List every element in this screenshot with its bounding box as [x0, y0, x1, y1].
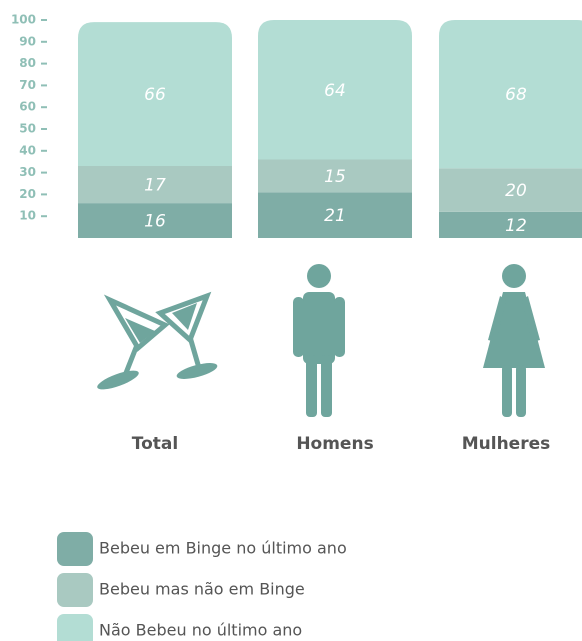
bar-segment: [258, 20, 412, 160]
y-tick-label: 70: [19, 78, 36, 92]
legend-label: Não Bebeu no último ano: [99, 621, 302, 640]
y-tick-label: 10: [19, 209, 36, 223]
legend-swatch: [57, 532, 93, 566]
legend-label: Bebeu mas não em Binge: [99, 580, 305, 599]
value-label: 15: [324, 167, 346, 187]
woman-icon: [483, 264, 545, 417]
category-label: Total: [132, 434, 178, 454]
bar-segment: [258, 192, 412, 238]
value-label: 20: [505, 181, 527, 201]
y-tick-label: 20: [19, 187, 36, 201]
y-tick-label: 90: [19, 34, 36, 48]
category-label: Mulheres: [462, 434, 551, 454]
y-tick-label: 50: [19, 122, 36, 136]
value-label: 17: [144, 176, 166, 196]
category-label: Homens: [296, 434, 373, 454]
cocktail-icon: [97, 291, 218, 390]
bar-segment: [439, 20, 582, 169]
bar-segment: [258, 159, 412, 193]
y-tick-label: 80: [19, 56, 36, 70]
value-label: 21: [324, 206, 346, 226]
y-tick-label: 60: [19, 100, 36, 114]
legend-swatch: [57, 614, 93, 641]
value-label: 68: [505, 85, 527, 105]
man-icon: [293, 264, 345, 417]
value-label: 66: [144, 85, 166, 105]
value-label: 64: [324, 81, 346, 101]
legend-label: Bebeu em Binge no último ano: [99, 539, 347, 558]
bar-segment: [78, 166, 232, 204]
y-tick-label: 100: [11, 13, 36, 27]
bar-segment: [439, 168, 582, 212]
bar-segment: [439, 211, 582, 238]
legend-swatch: [57, 573, 93, 607]
value-label: 12: [505, 216, 527, 236]
bar-segment: [78, 22, 232, 167]
y-tick-label: 40: [19, 143, 36, 157]
value-label: 16: [144, 212, 166, 232]
bar-segment: [78, 203, 232, 238]
y-tick-label: 30: [19, 165, 36, 179]
